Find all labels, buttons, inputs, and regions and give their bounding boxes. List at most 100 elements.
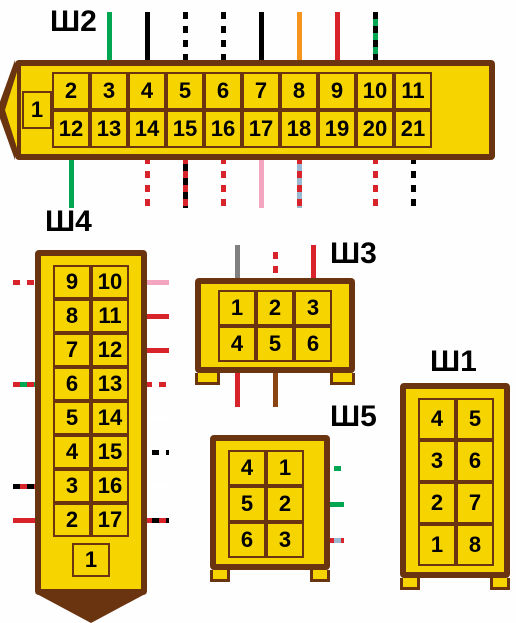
pin-sh4-10: 10 <box>91 265 129 299</box>
wire-stripe <box>183 199 188 206</box>
pin-sh5-4: 4 <box>228 450 266 486</box>
wire-stripe <box>145 171 150 178</box>
wire-stripe <box>183 12 188 19</box>
pin-sh4-5: 5 <box>53 401 91 435</box>
wire-stripe <box>152 382 159 387</box>
wire-stripe <box>273 245 278 252</box>
pin-sh5-5: 5 <box>228 486 266 522</box>
pin-sh4-12: 12 <box>91 333 129 367</box>
wire-stripe <box>341 538 344 543</box>
connector-key-inner-sh2 <box>5 72 17 148</box>
pin-sh2-7: 7 <box>242 72 280 110</box>
pin-sh4-13: 13 <box>91 367 129 401</box>
pin-sh2-1: 1 <box>22 91 52 129</box>
wire-stripe <box>373 26 378 33</box>
wire-stripe <box>221 199 226 206</box>
wire-stripe <box>145 199 150 206</box>
connector-label-sh5: Ш5 <box>330 400 377 434</box>
pin-sh3-6: 6 <box>294 326 332 362</box>
wire-stripe <box>27 484 34 489</box>
wire-stripe <box>183 26 188 33</box>
pin-sh2-16: 16 <box>204 110 242 148</box>
connector-key-sh4 <box>35 593 147 623</box>
wire-stripe <box>13 382 20 387</box>
pin-sh4-16: 16 <box>91 469 129 503</box>
pin-sh2-18: 18 <box>280 110 318 148</box>
pin-sh2-6: 6 <box>204 72 242 110</box>
pin-sh4-3: 3 <box>53 469 91 503</box>
wire-stripe <box>152 518 159 523</box>
pin-sh1-5: 5 <box>456 398 494 440</box>
wire-stripe <box>27 280 34 285</box>
pin-sh4-9: 9 <box>53 265 91 299</box>
pin-sh5-6: 6 <box>228 522 266 558</box>
pin-sh2-17: 17 <box>242 110 280 148</box>
pin-sh2-13: 13 <box>90 110 128 148</box>
pin-sh1-3: 3 <box>418 440 456 482</box>
wire-stripe <box>273 259 278 266</box>
pin-sh1-4: 4 <box>418 398 456 440</box>
wire-stripe <box>145 185 150 192</box>
wire-stripe <box>166 518 169 523</box>
wire-stripe <box>221 12 226 19</box>
wire-stripe <box>27 382 34 387</box>
wire-stripe <box>221 40 226 47</box>
wire-stripe <box>341 466 344 471</box>
wire-stripe <box>221 185 226 192</box>
connector-label-sh1: Ш1 <box>430 345 477 379</box>
wire-stripe <box>221 26 226 33</box>
wire-stripe <box>183 185 188 192</box>
pin-sh4-14: 14 <box>91 401 129 435</box>
wire-stripe <box>411 199 416 206</box>
pin-sh1-8: 8 <box>456 524 494 566</box>
pin-sh4-17: 17 <box>91 503 129 537</box>
pin-sh1-6: 6 <box>456 440 494 482</box>
pin-sh4-11: 11 <box>91 299 129 333</box>
connector-label-sh3: Ш3 <box>330 237 377 271</box>
wire-stripe <box>221 171 226 178</box>
pin-sh4-7: 7 <box>53 333 91 367</box>
pin-sh4-6: 6 <box>53 367 91 401</box>
pin-sh2-9: 9 <box>318 72 356 110</box>
wire-stripe <box>183 40 188 47</box>
wire-stripe <box>297 199 302 206</box>
wire-stripe <box>13 484 20 489</box>
pin-sh1-2: 2 <box>418 482 456 524</box>
pin-sh2-4: 4 <box>128 72 166 110</box>
pin-sh4-4: 4 <box>53 435 91 469</box>
pin-sh2-19: 19 <box>318 110 356 148</box>
pin-sh4-8: 8 <box>53 299 91 333</box>
pin-sh4-15: 15 <box>91 435 129 469</box>
connector-label-sh4: Ш4 <box>45 205 92 239</box>
connector-label-sh2: Ш2 <box>50 5 97 39</box>
pin-sh5-3: 3 <box>266 522 304 558</box>
wire-stripe <box>183 171 188 178</box>
pin-sh2-21: 21 <box>394 110 432 148</box>
pin-sh2-11: 11 <box>394 72 432 110</box>
pin-sh2-2: 2 <box>52 72 90 110</box>
pin-sh3-1: 1 <box>218 290 256 326</box>
wire-stripe <box>411 171 416 178</box>
pin-sh3-2: 2 <box>256 290 294 326</box>
pin-sh2-14: 14 <box>128 110 166 148</box>
wire-stripe <box>13 280 20 285</box>
pin-sh2-5: 5 <box>166 72 204 110</box>
pin-sh2-20: 20 <box>356 110 394 148</box>
pin-sh1-1: 1 <box>418 524 456 566</box>
pin-sh2-12: 12 <box>52 110 90 148</box>
pin-sh2-8: 8 <box>280 72 318 110</box>
wire-stripe <box>373 12 378 19</box>
wire-stripe <box>166 450 169 455</box>
pin-sh5-2: 2 <box>266 486 304 522</box>
wire-stripe <box>373 199 378 206</box>
pin-sh4-2: 2 <box>53 503 91 537</box>
pin-sh2-15: 15 <box>166 110 204 148</box>
pin-sh3-3: 3 <box>294 290 332 326</box>
wire-stripe <box>152 450 159 455</box>
pin-sh4-1: 1 <box>72 543 110 577</box>
pin-sh3-5: 5 <box>256 326 294 362</box>
wire-stripe <box>373 40 378 47</box>
wire-stripe <box>373 171 378 178</box>
pin-sh5-1: 1 <box>266 450 304 486</box>
wire-stripe <box>411 185 416 192</box>
